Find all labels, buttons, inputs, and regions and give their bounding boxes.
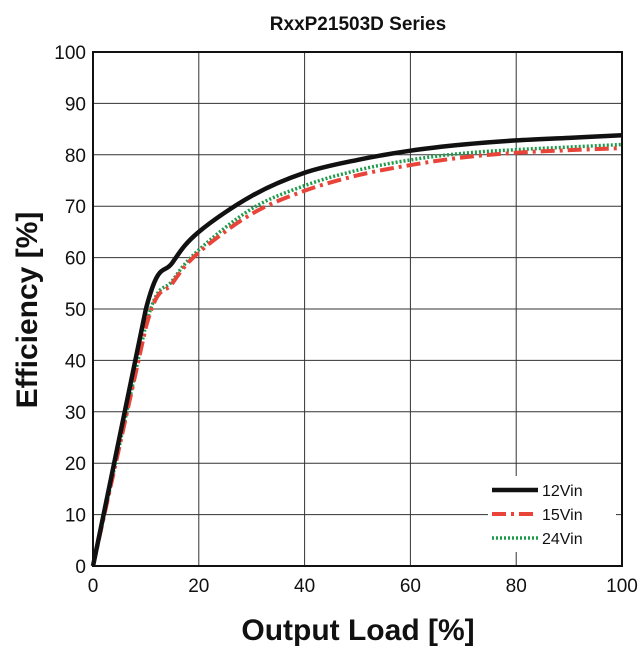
tick-labels: 0 20 40 60 80 100 0 10 20 30 40 50 60 70 80 90 100 xyxy=(54,43,638,597)
y-tick-label-3: 30 xyxy=(65,403,86,424)
x-tick-label-2: 40 xyxy=(294,576,315,597)
chart-title: RxxP21503D Series xyxy=(270,14,446,35)
y-axis-label: Efficiency [%] xyxy=(11,212,44,409)
y-tick-label-2: 20 xyxy=(65,454,86,475)
legend-item-15vin: 15Vin xyxy=(492,507,583,524)
y-tick-label-5: 50 xyxy=(65,300,86,321)
x-tick-label-0: 0 xyxy=(88,576,99,597)
series-line-15vin xyxy=(91,146,623,567)
x-tick-label-4: 80 xyxy=(506,576,527,597)
y-tick-label-9: 90 xyxy=(65,94,86,115)
y-tick-label-8: 80 xyxy=(65,146,86,167)
legend-label-15vin: 15Vin xyxy=(542,507,583,524)
series-line-12vin xyxy=(90,133,623,567)
x-tick-label-1: 20 xyxy=(188,576,209,597)
legend-item-24vin: 24Vin xyxy=(492,531,583,548)
y-tick-label-4: 40 xyxy=(65,351,86,372)
y-tick-label-7: 70 xyxy=(65,197,86,218)
legend-label-24vin: 24Vin xyxy=(542,531,583,548)
y-tick-label-10: 100 xyxy=(54,43,86,64)
y-tick-label-6: 60 xyxy=(65,249,86,270)
x-tick-label-5: 100 xyxy=(606,576,638,597)
y-tick-label-1: 10 xyxy=(65,506,86,527)
x-tick-label-3: 60 xyxy=(400,576,421,597)
legend-item-12vin: 12Vin xyxy=(492,483,583,500)
grid-lines xyxy=(92,51,623,567)
x-axis-label: Output Load [%] xyxy=(241,614,474,647)
y-tick-label-0: 0 xyxy=(75,557,86,578)
plot-frame xyxy=(92,51,623,567)
legend-label-12vin: 12Vin xyxy=(542,483,583,500)
series-lines xyxy=(90,133,623,567)
legend: 12Vin 15Vin 24Vin xyxy=(492,483,583,548)
